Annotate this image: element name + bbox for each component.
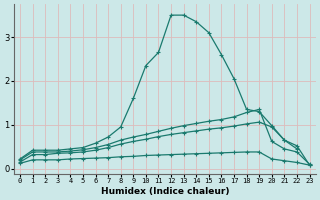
X-axis label: Humidex (Indice chaleur): Humidex (Indice chaleur) [100, 187, 229, 196]
